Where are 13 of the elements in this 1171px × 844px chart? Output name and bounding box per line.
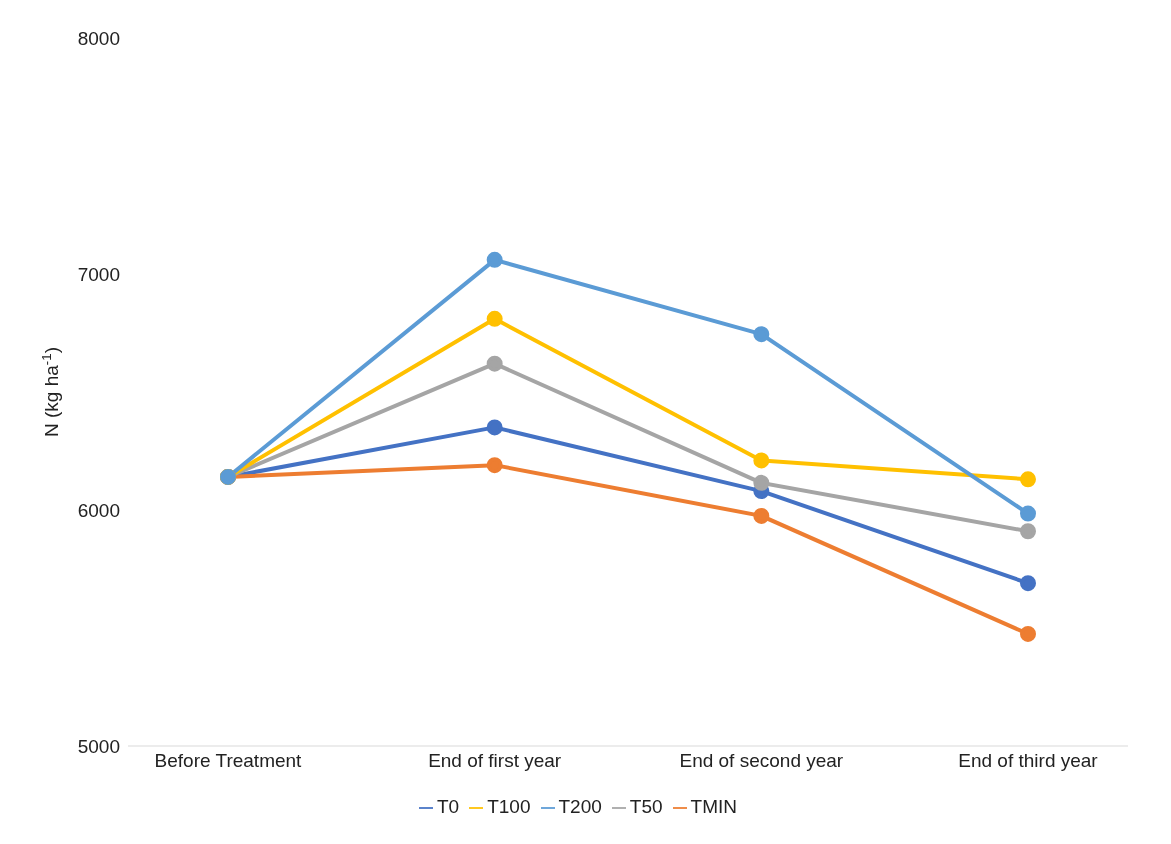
- x-tick-label: Before Treatment: [154, 750, 303, 772]
- y-tick-label: 5000: [77, 735, 120, 757]
- legend-label: TMIN: [690, 796, 737, 817]
- legend-label: T50: [629, 796, 663, 817]
- legend-label: T200: [558, 796, 602, 817]
- x-tick-label: End of second year: [679, 750, 844, 772]
- x-tick-label: End of third year: [958, 750, 1099, 772]
- y-tick-label: 7000: [77, 263, 120, 285]
- y-tick-label: 6000: [77, 499, 120, 521]
- x-tick-label: End of first year: [428, 750, 562, 772]
- legend-label: T100: [487, 796, 531, 817]
- legend-label: T0: [437, 796, 460, 817]
- y-tick-label: 8000: [77, 27, 120, 49]
